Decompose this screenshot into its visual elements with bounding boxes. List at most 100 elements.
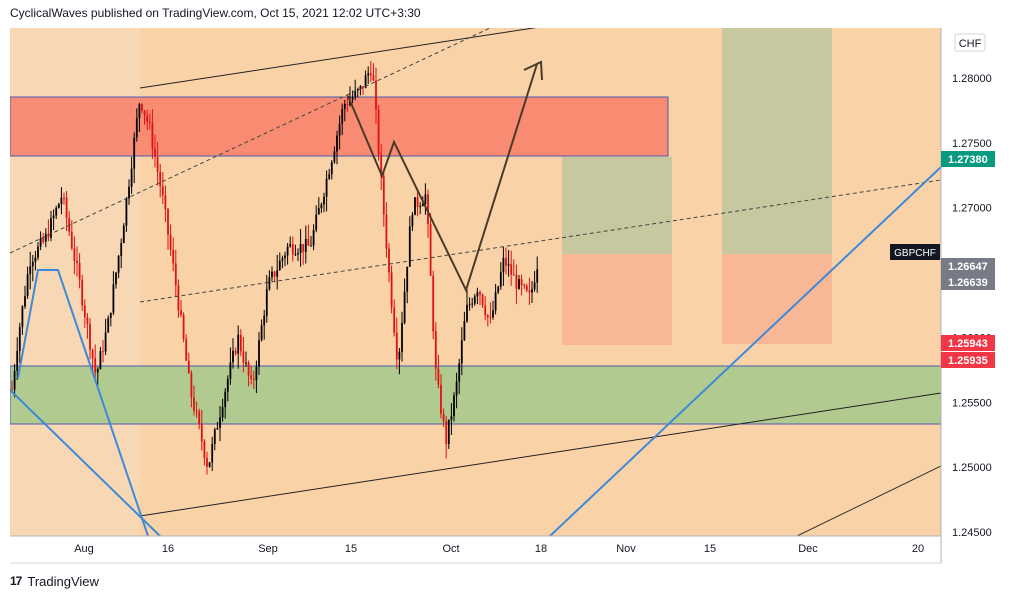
candle-body <box>195 410 198 412</box>
candle-body <box>351 97 354 100</box>
candle-body <box>198 411 201 424</box>
candles <box>11 61 539 475</box>
candle-body <box>237 334 240 354</box>
candle-body <box>200 423 203 442</box>
candle-body <box>128 186 130 199</box>
candle-body <box>174 263 177 286</box>
candle-body <box>73 248 76 261</box>
candle-body <box>317 208 320 215</box>
y-tick-label: 1.24500 <box>952 527 992 539</box>
candle-body <box>338 123 341 136</box>
stop-zone-1 <box>562 254 672 345</box>
candle-body <box>536 269 539 283</box>
candle-body <box>455 381 458 396</box>
candle-body <box>476 292 479 297</box>
candle-body <box>497 286 500 293</box>
candle-body <box>242 351 245 363</box>
candle-body <box>16 350 19 371</box>
candle-body <box>421 204 424 207</box>
candle-body <box>312 230 315 246</box>
candle-body <box>403 291 406 323</box>
candle-body <box>221 407 224 418</box>
candle-body <box>143 110 146 116</box>
candle-body <box>341 109 344 124</box>
candle-body <box>523 284 526 286</box>
price-label-box <box>941 258 995 274</box>
candle-body <box>190 373 193 398</box>
candle-body <box>187 360 190 374</box>
candle-body <box>146 115 149 122</box>
candle-body <box>125 198 128 226</box>
support-zone <box>10 365 941 425</box>
x-tick-label: Nov <box>616 543 636 555</box>
candle-body <box>276 270 279 277</box>
candle-body <box>47 233 50 238</box>
candle-body <box>60 197 63 205</box>
candle-body <box>278 260 281 271</box>
candle-body <box>307 238 310 246</box>
candle-body <box>458 363 461 382</box>
candle-body <box>154 148 156 157</box>
candle-body <box>234 350 237 354</box>
candle-body <box>494 292 497 311</box>
candle-body <box>185 339 188 361</box>
candle-body <box>372 75 375 81</box>
candle-body <box>208 462 211 467</box>
candle-body <box>250 375 253 380</box>
candle-body <box>86 317 89 324</box>
price-label-box <box>941 352 995 368</box>
candle-body <box>91 349 94 358</box>
candle-body <box>354 90 357 98</box>
target-zone-1 <box>562 157 672 254</box>
candle-body <box>122 225 125 244</box>
candle-body <box>42 238 45 242</box>
candle-body <box>232 350 234 363</box>
candle-body <box>39 238 42 247</box>
candle-body <box>486 315 489 318</box>
candle-body <box>96 369 99 373</box>
candle-body <box>499 272 502 287</box>
candle-body <box>286 246 289 256</box>
candle-body <box>203 441 206 459</box>
footer: 17 TradingView <box>10 572 99 590</box>
candle-body <box>255 366 258 381</box>
candle-body <box>375 80 377 110</box>
price-labels: 1.27380 1.26647 1.26639 1.25943 1.25935 <box>941 151 995 368</box>
y-tick-label: 1.25000 <box>952 462 992 474</box>
blue-ascending-line <box>549 166 941 536</box>
candle-body <box>528 290 531 293</box>
candle-body <box>252 379 255 381</box>
candle-body <box>164 195 167 210</box>
candle-body <box>289 244 292 247</box>
candle-body <box>468 304 471 306</box>
candle-body <box>525 285 528 291</box>
blue-descending-line <box>10 389 161 536</box>
candle-body <box>398 351 401 360</box>
price-label: 1.26647 <box>948 261 988 273</box>
candle-body <box>434 331 437 369</box>
x-tick-label: 15 <box>704 543 716 555</box>
candle-body <box>416 197 419 207</box>
candle-body <box>130 168 133 187</box>
blue-wave-line <box>17 269 149 536</box>
candle-body <box>81 279 84 306</box>
candle-body <box>393 307 396 333</box>
candle-body <box>369 73 372 76</box>
price-label-box <box>941 151 995 167</box>
candle-body <box>377 109 380 155</box>
candle-body <box>50 218 52 238</box>
candle-body <box>44 233 47 242</box>
x-tick-label: 15 <box>345 543 357 555</box>
candle-body <box>78 263 81 280</box>
candle-body <box>460 340 463 364</box>
candle-body <box>450 416 453 420</box>
candle-body <box>479 292 481 295</box>
candle-body <box>507 264 510 266</box>
candle-body <box>388 248 390 273</box>
candle-body <box>13 370 16 390</box>
candle-body <box>284 255 286 259</box>
candle-body <box>382 176 385 215</box>
candle-body <box>512 274 515 276</box>
candle-body <box>247 362 250 376</box>
